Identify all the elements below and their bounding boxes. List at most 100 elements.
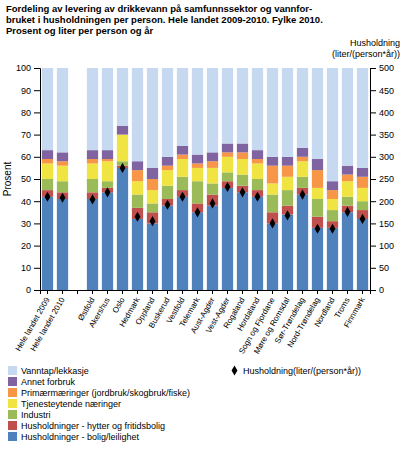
legend-item: Annet forbruk bbox=[8, 377, 76, 387]
bar bbox=[357, 188, 368, 201]
bar bbox=[177, 155, 188, 159]
bar bbox=[237, 152, 248, 159]
bar bbox=[177, 159, 188, 177]
tick: 250 bbox=[370, 174, 394, 184]
legend-item: Primærmæringer (jordbruk/skogbruk/fiske) bbox=[8, 388, 190, 398]
bar bbox=[282, 215, 293, 290]
marker bbox=[360, 214, 366, 224]
bar bbox=[312, 188, 323, 199]
bar bbox=[57, 68, 68, 152]
bar bbox=[57, 166, 68, 182]
legend-swatch bbox=[8, 421, 17, 430]
axis-title: Prosent bbox=[2, 162, 13, 197]
tick: 40 bbox=[21, 197, 40, 207]
bar bbox=[312, 228, 323, 290]
bar bbox=[102, 161, 113, 181]
legend-item: Industri bbox=[8, 410, 51, 420]
bar-series bbox=[42, 168, 368, 290]
marker bbox=[150, 216, 156, 226]
bar bbox=[222, 157, 233, 173]
bar bbox=[177, 68, 188, 146]
bar bbox=[162, 166, 173, 170]
bar bbox=[342, 68, 353, 166]
bar bbox=[132, 219, 143, 290]
bar bbox=[222, 172, 233, 181]
tick-mark bbox=[152, 290, 153, 294]
marker bbox=[45, 192, 51, 202]
bar bbox=[162, 68, 173, 157]
bar bbox=[207, 68, 218, 152]
legend-label: Annet forbruk bbox=[21, 377, 76, 387]
bar bbox=[327, 181, 338, 190]
marker bbox=[345, 207, 351, 217]
marker bbox=[90, 194, 96, 204]
legend-label: Husholdninger - hytter og fritidsbolig bbox=[21, 421, 165, 431]
tick-mark bbox=[34, 268, 40, 269]
bar bbox=[312, 199, 323, 217]
bar bbox=[237, 175, 248, 186]
legend-swatch bbox=[8, 432, 17, 441]
chart: Fordeling av levering av drikkevann på s… bbox=[0, 0, 404, 455]
legend-swatch bbox=[8, 410, 17, 419]
bar bbox=[267, 183, 278, 194]
title-line: Prosent og liter per person og år bbox=[6, 25, 154, 36]
tick-mark bbox=[212, 290, 213, 294]
bar bbox=[117, 126, 128, 135]
bar-series bbox=[42, 152, 368, 199]
bar bbox=[87, 150, 98, 159]
bar bbox=[282, 190, 293, 206]
bar bbox=[282, 68, 293, 157]
bar bbox=[87, 163, 98, 179]
tick-mark bbox=[107, 290, 108, 294]
tick-mark bbox=[34, 135, 40, 136]
legend-swatch bbox=[8, 366, 17, 375]
tick-label: 250 bbox=[379, 174, 394, 184]
bar bbox=[297, 148, 308, 157]
tick-mark bbox=[370, 201, 376, 202]
bar bbox=[87, 179, 98, 192]
bar bbox=[42, 159, 53, 163]
bar bbox=[327, 210, 338, 221]
legend-label: Husholdning(liter/(person*år)) bbox=[243, 366, 361, 376]
bar bbox=[147, 68, 158, 168]
bar bbox=[87, 68, 98, 150]
tick-label: 50 bbox=[379, 263, 389, 273]
tick: 150 bbox=[370, 219, 394, 229]
tick-label: 40 bbox=[21, 197, 31, 207]
tick: 100 bbox=[16, 63, 40, 73]
tick-mark bbox=[370, 112, 376, 113]
tick: 10 bbox=[21, 263, 40, 273]
bar bbox=[357, 201, 368, 210]
bar bbox=[192, 68, 203, 155]
tick-mark bbox=[34, 157, 40, 158]
bar bbox=[177, 177, 188, 190]
bar bbox=[87, 159, 98, 163]
title: Fordeling av levering av drikkevann på s… bbox=[6, 3, 323, 36]
tick bbox=[77, 290, 78, 294]
tick-mark bbox=[77, 290, 78, 294]
tick: 0 bbox=[26, 285, 40, 295]
tick-label: 70 bbox=[21, 130, 31, 140]
marker bbox=[120, 163, 126, 173]
marker bbox=[210, 198, 216, 208]
bar bbox=[312, 159, 323, 170]
tick-label: 0 bbox=[26, 285, 31, 295]
title-line: bruket i husholdningen per person. Hele … bbox=[6, 14, 323, 25]
bar bbox=[72, 290, 83, 291]
bar bbox=[192, 212, 203, 290]
legend-item: Husholdninger - bolig/leilighet bbox=[8, 432, 140, 442]
tick: 50 bbox=[21, 174, 40, 184]
bar bbox=[237, 143, 248, 152]
bar bbox=[147, 190, 158, 203]
tick-label: 350 bbox=[379, 130, 394, 140]
bar bbox=[132, 181, 143, 194]
bar bbox=[102, 159, 113, 161]
bar bbox=[72, 290, 83, 291]
bar bbox=[252, 163, 263, 179]
tick-mark bbox=[242, 290, 243, 294]
bar bbox=[237, 192, 248, 290]
bar bbox=[117, 135, 128, 162]
bar bbox=[207, 161, 218, 168]
legend-item: Tjenesteytende næringer bbox=[8, 399, 121, 409]
bar bbox=[267, 157, 278, 166]
